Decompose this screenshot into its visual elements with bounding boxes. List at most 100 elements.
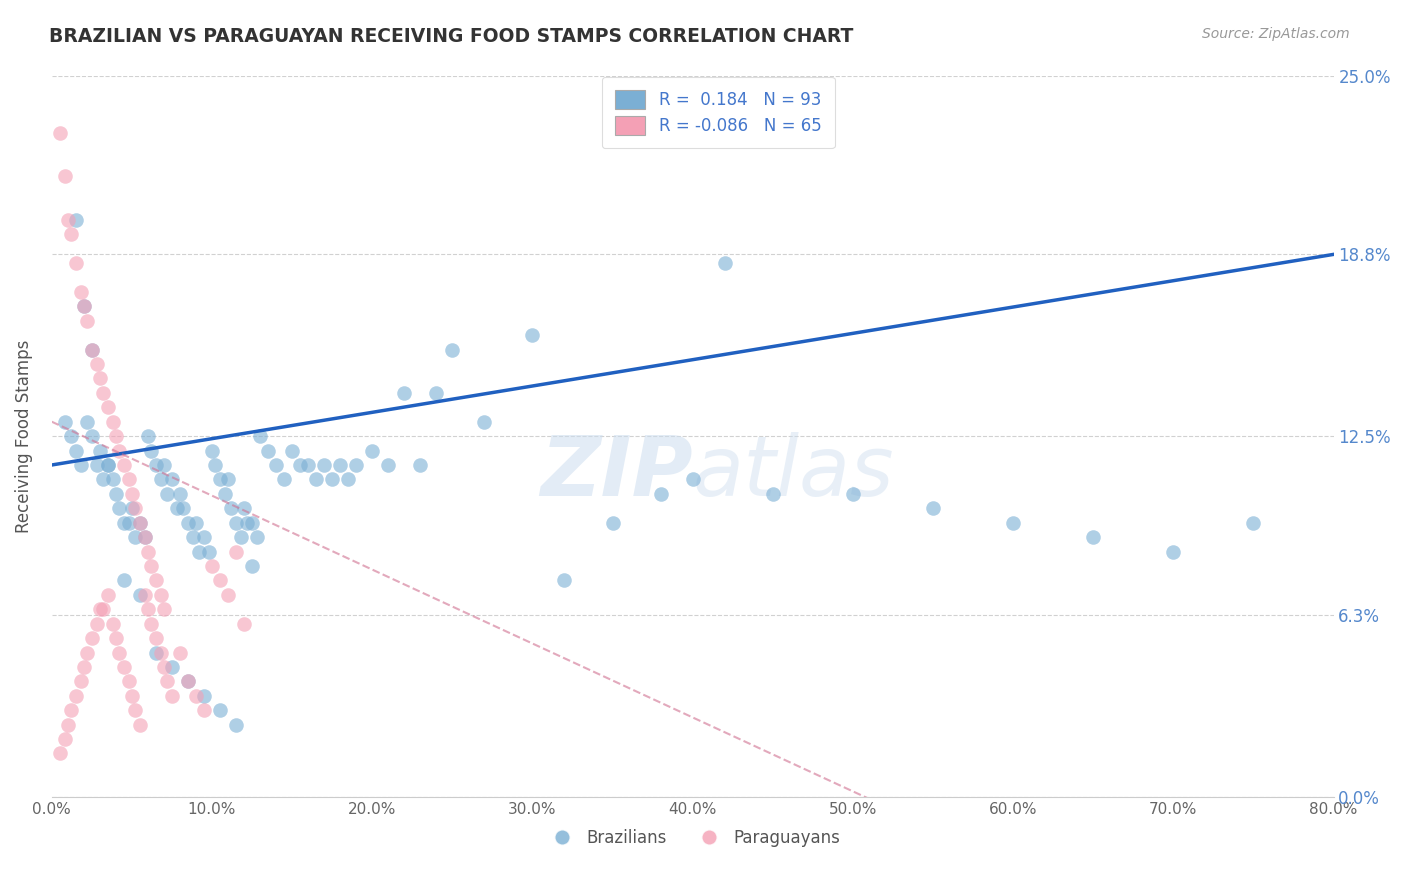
Point: [59, 429, 82, 443]
Point: [89, 371, 111, 385]
Point: [56, 212, 79, 227]
Point: [112, 458, 135, 472]
Point: [288, 458, 311, 472]
Point: [118, 472, 141, 486]
Point: [128, 717, 150, 731]
Point: [225, 717, 247, 731]
Point: [73, 660, 96, 674]
Point: [217, 588, 239, 602]
Point: [91, 472, 114, 486]
Point: [89, 443, 111, 458]
Point: [121, 501, 143, 516]
Point: [1083, 530, 1105, 544]
Point: [69, 674, 91, 689]
Point: [361, 443, 384, 458]
Point: [134, 530, 156, 544]
Point: [156, 674, 179, 689]
Point: [145, 646, 167, 660]
Point: [553, 574, 575, 588]
Point: [160, 689, 183, 703]
Legend: Brazilians, Paraguayans: Brazilians, Paraguayans: [538, 822, 846, 854]
Point: [53, 415, 76, 429]
Point: [97, 588, 120, 602]
Point: [139, 558, 162, 573]
Point: [49, 747, 72, 761]
Point: [145, 631, 167, 645]
Point: [139, 443, 162, 458]
Point: [249, 429, 271, 443]
Point: [208, 703, 231, 717]
Point: [49, 126, 72, 140]
Point: [922, 501, 945, 516]
Point: [104, 487, 127, 501]
Point: [121, 689, 143, 703]
Point: [91, 385, 114, 400]
Point: [208, 472, 231, 486]
Point: [124, 501, 146, 516]
Point: [201, 558, 224, 573]
Point: [208, 574, 231, 588]
Point: [104, 429, 127, 443]
Point: [69, 285, 91, 299]
Point: [425, 385, 447, 400]
Point: [153, 458, 176, 472]
Point: [184, 516, 207, 530]
Point: [169, 646, 191, 660]
Point: [201, 443, 224, 458]
Point: [377, 458, 399, 472]
Point: [762, 487, 785, 501]
Point: [136, 602, 159, 616]
Point: [136, 544, 159, 558]
Point: [59, 227, 82, 242]
Point: [160, 660, 183, 674]
Point: [80, 343, 103, 357]
Point: [149, 472, 172, 486]
Point: [204, 458, 226, 472]
Point: [104, 631, 127, 645]
Point: [842, 487, 865, 501]
Point: [112, 574, 135, 588]
Point: [145, 458, 167, 472]
Point: [149, 646, 172, 660]
Point: [409, 458, 432, 472]
Point: [136, 429, 159, 443]
Point: [314, 458, 336, 472]
Point: [236, 516, 259, 530]
Point: [69, 458, 91, 472]
Point: [56, 717, 79, 731]
Point: [193, 703, 215, 717]
Point: [441, 343, 464, 357]
Point: [97, 401, 120, 415]
Point: [1002, 516, 1025, 530]
Point: [281, 443, 304, 458]
Point: [193, 689, 215, 703]
Point: [53, 732, 76, 747]
Text: atlas: atlas: [693, 432, 894, 513]
Point: [329, 458, 352, 472]
Point: [193, 530, 215, 544]
Point: [128, 516, 150, 530]
Point: [233, 616, 256, 631]
Point: [65, 256, 87, 270]
Point: [101, 616, 124, 631]
Point: [264, 458, 287, 472]
Text: ZIP: ZIP: [540, 432, 693, 513]
Y-axis label: Receiving Food Stamps: Receiving Food Stamps: [15, 340, 32, 533]
Point: [118, 674, 141, 689]
Point: [97, 458, 120, 472]
Point: [128, 588, 150, 602]
Point: [602, 516, 624, 530]
Point: [219, 501, 242, 516]
Point: [108, 646, 131, 660]
Point: [337, 472, 360, 486]
Point: [229, 530, 252, 544]
Point: [76, 314, 98, 328]
Point: [172, 501, 194, 516]
Point: [101, 415, 124, 429]
Point: [134, 530, 156, 544]
Point: [472, 415, 495, 429]
Point: [80, 343, 103, 357]
Point: [225, 544, 247, 558]
Point: [233, 501, 256, 516]
Point: [321, 472, 343, 486]
